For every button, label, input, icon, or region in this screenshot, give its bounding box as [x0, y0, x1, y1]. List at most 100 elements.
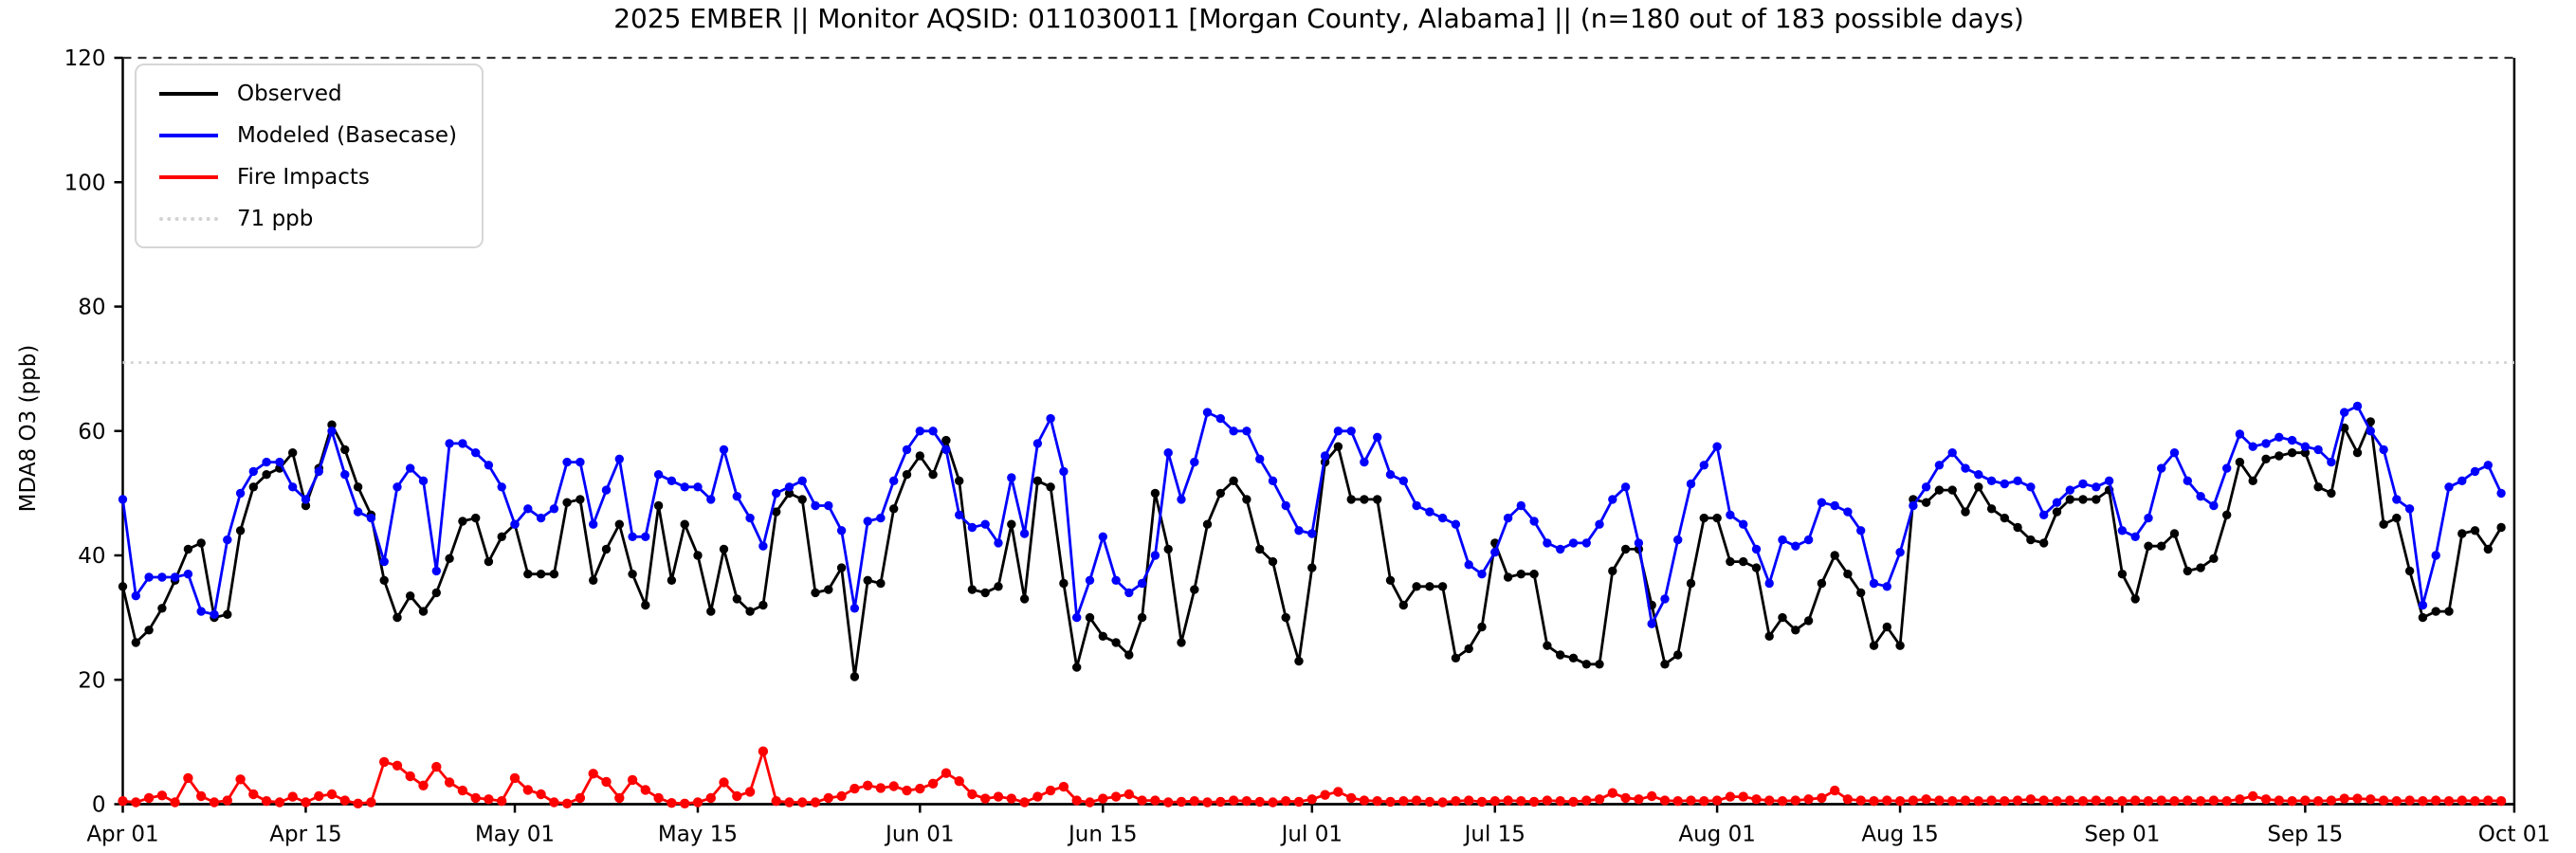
fire-impacts-marker — [1306, 794, 1318, 805]
modeled-basecase-marker — [418, 476, 429, 485]
observed-marker — [248, 482, 258, 492]
observed-marker — [393, 612, 402, 623]
fire-impacts-marker — [588, 769, 598, 779]
observed-marker — [1934, 485, 1945, 495]
modeled-basecase-marker — [1882, 582, 1892, 591]
modeled-basecase-marker — [223, 535, 232, 545]
fire-impacts-marker — [1869, 796, 1879, 807]
fire-impacts-marker — [2065, 795, 2075, 806]
modeled-basecase-marker — [1177, 495, 1186, 504]
x-tick-label: Sep 15 — [2267, 823, 2343, 847]
fire-impacts-marker — [353, 798, 363, 808]
fire-impacts-marker — [1803, 794, 1814, 805]
observed-marker — [876, 578, 886, 589]
fire-impacts-marker — [1032, 791, 1043, 802]
observed-marker — [288, 448, 298, 458]
fire-impacts-marker — [444, 777, 455, 788]
fire-impacts-marker — [1751, 794, 1762, 805]
observed-marker — [2248, 476, 2257, 485]
observed-marker — [183, 544, 193, 554]
observed-marker — [1581, 660, 1592, 669]
modeled-basecase-marker — [1412, 500, 1421, 511]
observed-marker — [1503, 572, 1513, 582]
fire-impacts-marker — [274, 797, 285, 808]
observed-marker — [562, 498, 572, 507]
fire-impacts-marker — [1908, 795, 1919, 806]
fire-impacts-marker — [2077, 796, 2089, 807]
observed-marker — [144, 626, 154, 635]
modeled-basecase-marker — [2026, 482, 2036, 492]
fire-impacts-marker — [1842, 794, 1854, 805]
fire-impacts-marker — [875, 783, 886, 793]
observed-marker — [980, 588, 990, 598]
modeled-basecase-marker — [706, 495, 716, 504]
observed-marker — [1568, 653, 1579, 662]
observed-marker — [1007, 519, 1016, 529]
fire-impacts-marker — [954, 776, 964, 787]
fire-impacts-marker — [692, 797, 703, 808]
fire-impacts-marker — [183, 772, 193, 784]
modeled-basecase-marker — [1124, 588, 1134, 598]
modeled-basecase-marker — [1255, 454, 1265, 463]
fire-impacts-marker — [2221, 796, 2232, 807]
legend-item-fire-impacts: Fire Impacts — [159, 161, 457, 192]
fire-impacts-marker — [2366, 794, 2376, 805]
observed-marker — [2169, 529, 2180, 538]
fire-impacts-marker — [1581, 795, 1592, 806]
observed-marker — [745, 607, 755, 616]
observed-marker — [1294, 656, 1304, 666]
modeled-basecase-marker — [1398, 476, 1409, 485]
modeled-basecase-marker — [2327, 457, 2336, 467]
fire-impacts-marker — [1659, 795, 1671, 806]
observed-marker — [431, 588, 441, 598]
observed-marker — [2065, 495, 2074, 504]
modeled-basecase-marker — [614, 454, 624, 463]
fire-impacts-marker — [2378, 795, 2389, 806]
fire-impacts-marker — [1451, 796, 1461, 807]
fire-impacts-marker — [1476, 796, 1488, 808]
fire-impacts-marker — [1058, 781, 1069, 792]
modeled-basecase-marker — [1490, 548, 1500, 557]
fire-impacts-marker — [1620, 792, 1631, 804]
fire-impacts-marker — [1202, 797, 1213, 808]
observed-marker — [667, 575, 677, 585]
observed-marker — [811, 588, 820, 598]
observed-marker — [1726, 556, 1735, 567]
fire-impacts-marker — [1124, 789, 1135, 800]
observed-marker — [2092, 495, 2101, 504]
observed-marker — [2483, 544, 2493, 554]
observed-marker — [941, 435, 951, 445]
observed-marker — [1699, 513, 1709, 523]
fire-impacts-marker — [2143, 796, 2154, 807]
fire-impacts-marker — [967, 789, 977, 800]
fire-impacts-marker — [758, 746, 769, 756]
modeled-basecase-marker — [1647, 619, 1656, 628]
modeled-basecase-marker — [1947, 448, 1957, 458]
observed-marker — [1764, 631, 1774, 641]
fire-impacts-marker — [1228, 795, 1239, 806]
observed-marker — [2470, 526, 2480, 535]
fire-impacts-marker — [1817, 792, 1827, 804]
modeled-basecase-marker — [1294, 526, 1304, 535]
fire-impacts-marker — [1464, 795, 1474, 806]
fire-impacts-marker — [1699, 796, 1709, 807]
observed-marker — [118, 582, 128, 591]
fire-impacts-marker — [2038, 795, 2049, 806]
fire-impacts-marker — [575, 792, 586, 804]
modeled-basecase-marker — [406, 463, 415, 473]
modeled-basecase-marker — [1059, 466, 1069, 477]
modeled-basecase-marker — [1346, 426, 1356, 436]
observed-marker — [1229, 476, 1238, 485]
observed-marker — [967, 585, 977, 594]
fire-impacts-marker — [2156, 795, 2166, 806]
observed-marker — [1032, 476, 1043, 485]
observed-marker — [353, 482, 363, 492]
modeled-basecase-marker — [2092, 482, 2101, 492]
observed-marker — [2183, 566, 2192, 576]
x-tick-label: Jul 15 — [1463, 823, 1526, 847]
observed-marker — [928, 470, 938, 480]
fire-impacts-marker — [797, 797, 808, 808]
observed-marker — [1895, 641, 1905, 650]
observed-marker — [1437, 582, 1448, 591]
